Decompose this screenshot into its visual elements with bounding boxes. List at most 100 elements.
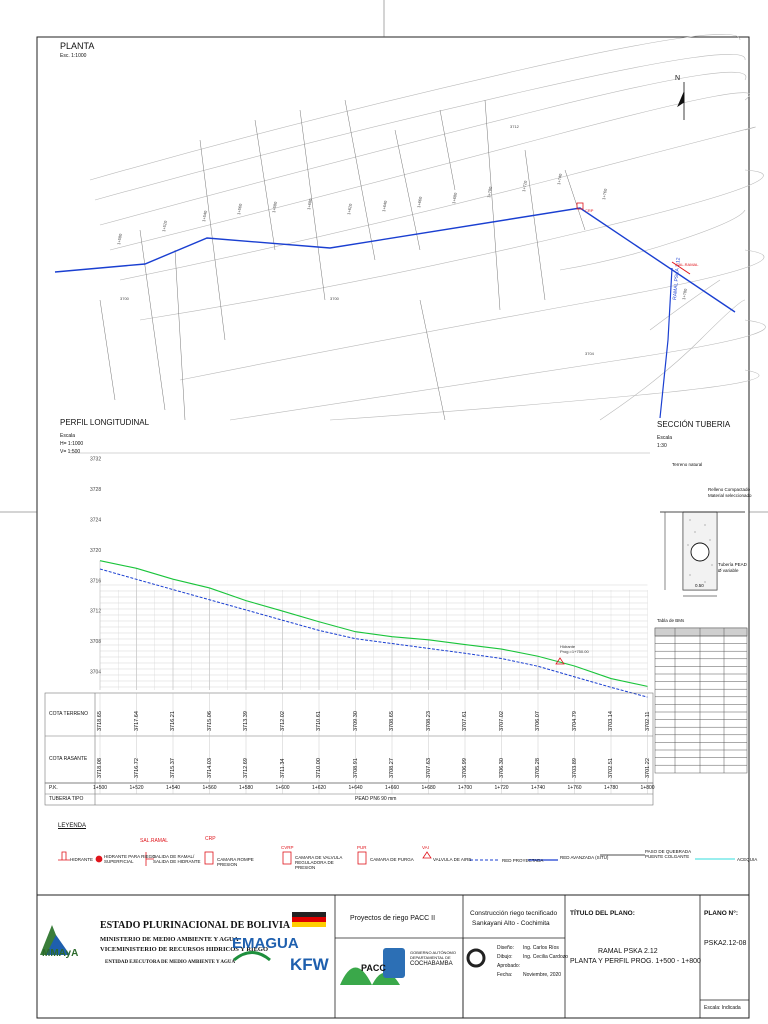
project-line-2: Sankayani Alto - Cochimita xyxy=(472,920,550,927)
legend-item-label: SALIDA DE RAMAL/ SALIDA DE HIDRANTE xyxy=(153,854,201,864)
crp-icon xyxy=(204,851,214,865)
svg-text:1+720: 1+720 xyxy=(521,179,528,192)
pacc-logo xyxy=(340,967,400,985)
salida-ramal-icon xyxy=(145,852,154,866)
cota-rasante-value: 3708.27 xyxy=(389,758,395,778)
legend-item-label: HIDRANTE PARA RIEGO SUPERFICIAL xyxy=(104,854,156,864)
svg-text:1+580: 1+580 xyxy=(116,232,123,245)
profile-table xyxy=(44,692,654,806)
cota-rasante-value: 3705.28 xyxy=(535,758,541,778)
svg-text:1+540: 1+540 xyxy=(201,209,208,222)
perfil-scale-v: V= 1:500 xyxy=(60,449,81,455)
cota-terreno-value: 3718.65 xyxy=(97,711,103,731)
planta-scale: Esc. 1:1000 xyxy=(60,53,87,59)
tuberia-type: PEAD PN6 90 mm xyxy=(355,796,397,802)
pk-value: 1+520 xyxy=(129,785,144,791)
escala-indicada: Escala: Indicada xyxy=(704,1005,741,1011)
kfw-text: KFW xyxy=(290,955,329,974)
seccion-relleno-1: Relleno Compactado xyxy=(708,487,751,492)
seccion-tuberia-2: Ø variable xyxy=(718,568,739,573)
y-tick-label: 3716 xyxy=(90,578,101,584)
cota-terreno-value: 3708.23 xyxy=(425,711,432,731)
gobernacion-logo xyxy=(383,948,405,978)
legend-lines xyxy=(470,858,735,861)
legend-item-label: RED PROYECTADA xyxy=(502,858,544,863)
pk-value: 1+500 xyxy=(93,785,108,791)
legend-title: LEYENDA xyxy=(58,823,87,829)
svg-text:1+520: 1+520 xyxy=(161,219,168,232)
legend-symbols xyxy=(58,851,645,866)
legend-item-label: VALVULA DE AIRE xyxy=(433,857,472,862)
svg-text:3700: 3700 xyxy=(330,296,340,301)
hidrante-riego-icon xyxy=(95,855,103,863)
cross-lines xyxy=(99,99,586,421)
svg-text:1+640: 1+640 xyxy=(381,199,388,212)
profile-station-ticks xyxy=(99,693,648,794)
seccion-scale: 1:30 xyxy=(657,443,667,449)
pk-value: 1+680 xyxy=(421,785,436,791)
ministerio: MINISTERIO DE MEDIO AMBIENTE Y AGUA xyxy=(100,936,239,943)
profile-grid xyxy=(99,560,648,690)
svg-text:Hidrante: Hidrante xyxy=(560,644,576,649)
crp-marker xyxy=(576,202,584,210)
perfil-scale-h: H= 1:1000 xyxy=(60,441,84,447)
pk-value: 1+720 xyxy=(494,785,509,791)
north-arrow-icon: N xyxy=(675,75,685,120)
svg-text:N: N xyxy=(675,75,680,82)
cota-rasante-value: 3701.22 xyxy=(644,758,651,778)
branch-label: RAMAL PSKA 2.12 xyxy=(672,257,682,300)
y-tick-label: 3704 xyxy=(90,670,101,676)
plano-label: PLANO N°: xyxy=(704,910,739,917)
contour-lines xyxy=(89,34,766,421)
cota-rasante-value: 3714.03 xyxy=(206,758,213,778)
tb-row-label: Fecha: xyxy=(497,972,513,978)
station-labels: 1+580 1+520 1+540 1+560 1+580 1+600 1+62… xyxy=(116,124,688,356)
legend-tag-vai: VAI xyxy=(422,845,429,850)
row-label-terreno: COTA TERRENO xyxy=(49,711,88,717)
cota-rasante-value: 3706.99 xyxy=(462,758,468,778)
rasante-line xyxy=(99,568,648,698)
svg-text:3700: 3700 xyxy=(120,296,130,301)
legend-item-label: RED AVANZADA (SITU) xyxy=(560,855,609,860)
tb-row-value: Ing. Carlos Ríos xyxy=(523,945,559,951)
bm-table xyxy=(654,627,748,774)
programa: Proyectos de riego PACC II xyxy=(350,915,436,922)
cota-terreno-value: 3707.02 xyxy=(498,711,505,731)
row-label-pk: P.K. xyxy=(49,785,58,791)
cota-terreno-value: 3708.65 xyxy=(389,711,395,731)
svg-text:SAL.RAMAL: SAL.RAMAL xyxy=(676,262,699,267)
cota-terreno-value: 3713.39 xyxy=(243,711,249,731)
cota-rasante-value: 3707.63 xyxy=(425,758,432,778)
profile-markers: Hidrante Prog.=1+750.00 xyxy=(555,644,589,665)
cota-terreno-value: 3704.79 xyxy=(571,711,578,731)
planta-title: PLANTA xyxy=(60,41,95,51)
cota-rasante-value: 3706.30 xyxy=(498,758,505,778)
pk-value: 1+640 xyxy=(348,785,363,791)
legend-item-label: HIDRANTE xyxy=(70,857,94,862)
cota-terreno-value: 3709.30 xyxy=(352,711,359,731)
gob-line-2: DEPARTAMENTAL DE xyxy=(410,955,451,960)
seccion-title: SECCIÓN TUBERIA xyxy=(657,420,731,429)
row-label-tuberia: TUBERIA TIPO xyxy=(49,796,84,802)
org-name: ESTADO PLURINACIONAL DE BOLIVIA xyxy=(100,920,291,931)
svg-text:1+620: 1+620 xyxy=(346,202,353,215)
pk-value: 1+560 xyxy=(202,785,217,791)
valvula-aire-icon xyxy=(422,851,432,859)
y-tick-label: 3732 xyxy=(90,457,101,463)
pipe-section xyxy=(660,511,745,597)
perfil-title: PERFIL LONGITUDINAL xyxy=(60,418,150,427)
cota-rasante-value: 3718.08 xyxy=(97,758,103,778)
tb-row-label: Diseño: xyxy=(497,945,514,951)
cvrp-icon xyxy=(282,851,292,865)
entidad: ENTIDAD EJECUTORA DE MEDIO AMBIENTE Y AG… xyxy=(105,960,236,965)
legend-tag-pur: PUR xyxy=(357,845,367,850)
titulo-line-2: PLANTA Y PERFIL PROG. 1+500 - 1+800 xyxy=(570,958,701,965)
mmaya-text: MMAyA xyxy=(42,948,79,959)
y-tick-label: 3720 xyxy=(90,548,101,554)
cota-terreno-value: 3715.06 xyxy=(206,711,213,731)
seccion-tuberia-1: Tubería PEAD xyxy=(718,562,747,567)
legend-item-label: ACEQUIA xyxy=(737,857,758,862)
emagua-logo xyxy=(233,951,271,962)
cota-rasante-value: 3711.34 xyxy=(279,758,286,778)
